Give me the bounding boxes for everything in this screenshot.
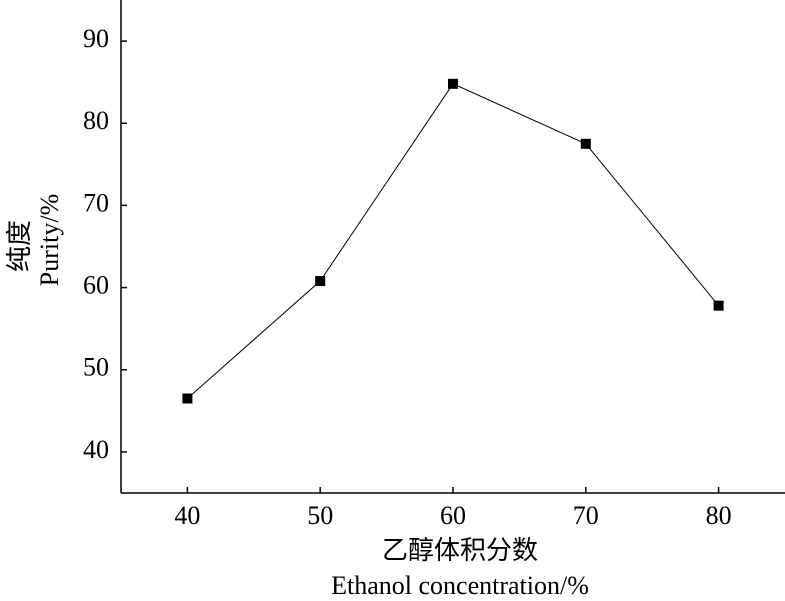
x-axis-label: 乙醇体积分数 bbox=[382, 536, 538, 565]
x-axis-label: Ethanol concentration/% bbox=[331, 571, 589, 600]
y-tick-label: 60 bbox=[83, 271, 109, 300]
marker bbox=[182, 393, 193, 404]
y-tick-label: 50 bbox=[83, 353, 109, 382]
y-axis-label: 纯度 bbox=[5, 220, 34, 272]
marker bbox=[580, 138, 591, 149]
y-tick-label: 70 bbox=[83, 188, 109, 217]
marker bbox=[713, 300, 724, 311]
x-tick-label: 70 bbox=[573, 501, 599, 530]
y-axis-label: Purity/% bbox=[35, 194, 64, 286]
x-tick-label: 40 bbox=[174, 501, 200, 530]
marker bbox=[448, 78, 458, 89]
y-tick-label: 40 bbox=[83, 435, 109, 464]
line bbox=[187, 83, 719, 399]
y-tick-label: 90 bbox=[83, 24, 109, 53]
marker bbox=[315, 276, 326, 287]
x-tick-label: 50 bbox=[307, 501, 333, 530]
x-tick-label: 60 bbox=[440, 501, 466, 530]
y-tick-label: 80 bbox=[83, 106, 109, 135]
x-tick-label: 80 bbox=[706, 501, 732, 530]
